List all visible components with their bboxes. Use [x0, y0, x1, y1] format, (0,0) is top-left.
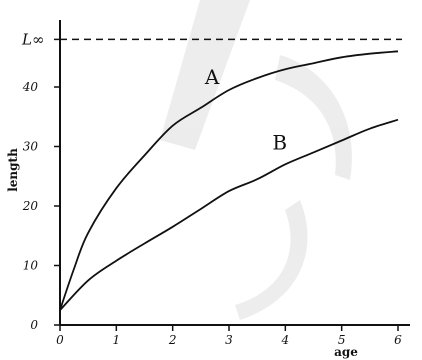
- x-tick-label: 5: [338, 333, 346, 347]
- series-b-line: [59, 118, 399, 311]
- x-axis-label: age: [334, 345, 358, 359]
- x-tick-label: 2: [168, 333, 177, 347]
- x-tick-label: 4: [281, 333, 290, 347]
- y-tick-label: 0: [30, 318, 38, 332]
- watermark: [160, 0, 352, 320]
- axes: [59, 20, 410, 326]
- ticks: [54, 86, 399, 331]
- x-tick-label: 0: [56, 333, 64, 347]
- y-tick-label: 30: [23, 140, 39, 154]
- y-tick-label: 20: [22, 199, 39, 213]
- tick-labels: 0 1 2 3 4 5 6 0 10 20 30 40: [22, 80, 402, 347]
- series-b-label: B: [272, 130, 287, 154]
- series-a-label: A: [204, 65, 220, 89]
- y-tick-label: 40: [22, 80, 39, 94]
- series-a-line: [59, 50, 399, 311]
- x-tick-label: 3: [225, 333, 233, 347]
- asymptote-label: L∞: [21, 30, 44, 48]
- y-tick-label: 10: [23, 259, 39, 273]
- asymptote: L∞: [21, 30, 402, 48]
- series: AB: [59, 50, 399, 311]
- x-tick-label: 6: [394, 333, 402, 347]
- y-axis-label: length: [6, 148, 20, 192]
- x-tick-label: 1: [113, 333, 121, 347]
